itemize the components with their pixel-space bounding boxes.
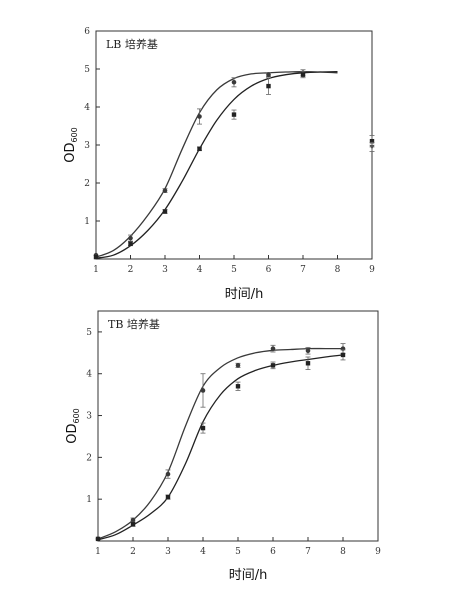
series-1-point xyxy=(130,522,136,527)
series-1-point xyxy=(165,494,171,500)
series-0-point xyxy=(162,188,168,193)
series-1-point xyxy=(93,254,99,260)
series-0-fit-curve xyxy=(98,347,343,540)
series-0-point xyxy=(266,72,271,77)
x-tick-label: 4 xyxy=(200,547,206,557)
plot-frame xyxy=(95,30,373,260)
x-tick-label: 8 xyxy=(340,547,346,557)
series-0-point xyxy=(200,388,206,393)
y-tick-label: 2 xyxy=(86,453,92,463)
series-1-point xyxy=(128,241,133,246)
series-0-fit-curve xyxy=(96,71,338,258)
series-0-point xyxy=(197,114,202,119)
series-1-point xyxy=(369,139,375,144)
panel-title: LB 培养基 xyxy=(106,37,158,51)
y-tick-label: 5 xyxy=(86,328,92,338)
x-tick-label: 1 xyxy=(95,547,101,557)
y-tick-label: 3 xyxy=(86,412,92,422)
series-1-fit-curve xyxy=(96,71,338,259)
y-tick-label: 1 xyxy=(84,217,90,227)
x-tick-label: 1 xyxy=(93,265,99,275)
y-tick-label: 1 xyxy=(86,495,92,505)
series-1-point xyxy=(235,384,241,389)
x-tick-label: 2 xyxy=(130,547,136,557)
series-0-point xyxy=(128,235,133,241)
series-1-point xyxy=(231,112,237,117)
series-0-point xyxy=(130,517,136,523)
x-axis-title: 时间/h xyxy=(229,568,268,583)
series-1-point xyxy=(162,209,168,214)
y-axis-title-main: OD xyxy=(65,424,80,444)
series-1-point xyxy=(340,352,346,358)
x-tick-label: 4 xyxy=(197,265,203,275)
x-tick-label: 3 xyxy=(165,547,171,557)
x-tick-label: 6 xyxy=(266,265,272,275)
panel-title: TB 培养基 xyxy=(108,317,160,331)
series-0-point xyxy=(235,363,241,368)
y-tick-label: 2 xyxy=(84,179,90,189)
series-1-point xyxy=(200,425,206,431)
series-0-point xyxy=(305,348,311,354)
y-tick-label: 6 xyxy=(84,27,90,37)
y-tick-label: 5 xyxy=(84,65,90,75)
series-1-point xyxy=(300,72,306,77)
y-axis-title: OD600 xyxy=(63,127,79,163)
x-tick-label: 9 xyxy=(369,265,375,275)
y-tick-label: 3 xyxy=(84,141,90,151)
y-tick-label: 4 xyxy=(84,103,90,113)
x-tick-label: 8 xyxy=(335,265,341,275)
x-axis-title: 时间/h xyxy=(225,287,264,302)
series-1-fit-curve xyxy=(98,354,344,541)
y-axis-title-subscript: 600 xyxy=(70,127,79,142)
series-1-point xyxy=(197,146,202,151)
y-axis-title-subscript: 600 xyxy=(72,408,81,423)
series-1-point xyxy=(270,363,276,368)
series-1-point xyxy=(266,83,271,89)
series-0-point xyxy=(270,346,276,351)
plot-frame xyxy=(97,310,379,542)
x-tick-label: 5 xyxy=(231,265,237,275)
series-0-point xyxy=(165,471,171,477)
x-tick-label: 9 xyxy=(375,547,381,557)
x-tick-label: 3 xyxy=(162,265,168,275)
series-0-point xyxy=(231,80,237,85)
y-tick-label: 4 xyxy=(86,370,92,380)
y-axis-title-main: OD xyxy=(63,143,78,163)
series-2-point xyxy=(369,144,375,150)
y-axis-title: OD600 xyxy=(65,408,81,444)
x-tick-label: 7 xyxy=(305,547,311,557)
x-tick-label: 7 xyxy=(300,265,306,275)
x-tick-label: 5 xyxy=(235,547,241,557)
x-tick-label: 6 xyxy=(270,547,276,557)
series-1-point xyxy=(95,536,101,542)
series-1-point xyxy=(305,361,311,366)
x-tick-label: 2 xyxy=(128,265,134,275)
